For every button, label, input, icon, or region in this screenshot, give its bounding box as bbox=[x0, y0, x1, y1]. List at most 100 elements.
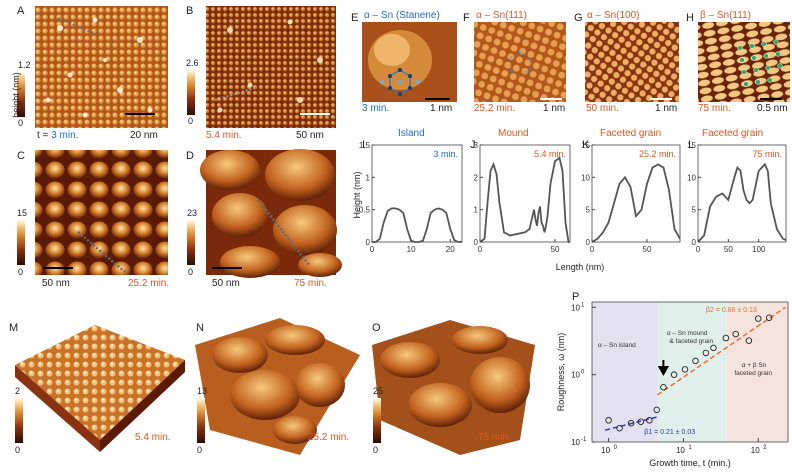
profile-title-J: Mound bbox=[498, 128, 529, 139]
profile-time-K: 25.2 min. bbox=[639, 149, 676, 159]
cbar-min-A: 0 bbox=[18, 118, 24, 128]
scale-label-G: 1 nm bbox=[655, 103, 678, 114]
fit-label-beta1: β1 = 0.21 ± 0.03 bbox=[644, 429, 695, 436]
cbar-min-B: 0 bbox=[188, 116, 194, 126]
stm-panel-G bbox=[585, 22, 679, 102]
profile-ylabel: Height (nm) bbox=[352, 171, 362, 218]
y-tick-label-J: 0 bbox=[474, 238, 479, 247]
data-point bbox=[765, 314, 773, 322]
stm-panel-F bbox=[474, 22, 566, 102]
y-tick-label-K: 0 bbox=[586, 238, 591, 247]
fit-label-beta2: β2 = 0.66 ± 0.13 bbox=[706, 307, 757, 314]
data-point bbox=[637, 418, 645, 425]
y-tick-label-I: 1 bbox=[366, 173, 371, 182]
panel-letter-P: P bbox=[572, 291, 579, 303]
y-tick-label-J: 3 bbox=[474, 141, 479, 150]
y-tick-label-P: 10 bbox=[571, 371, 580, 380]
cbar-min-D: 0 bbox=[188, 267, 194, 277]
data-point bbox=[681, 366, 689, 373]
x-tick-exp-P: 2 bbox=[763, 445, 767, 451]
afm-panel-B bbox=[206, 6, 336, 128]
profile-xlabel: Length (nm) bbox=[556, 262, 605, 272]
y-tick-label-L: 0 bbox=[692, 238, 697, 247]
time-label-B: 5.4 min. bbox=[206, 130, 242, 141]
time-label-G: 50 min. bbox=[586, 103, 619, 114]
y-tick-exp-P: 1 bbox=[581, 302, 585, 308]
region-label-3b: faceted grain bbox=[734, 370, 772, 377]
panel-letter-L: L bbox=[688, 139, 694, 151]
scale-label-A: 20 nm bbox=[130, 130, 158, 141]
cbar-max-A: 1.2 bbox=[18, 60, 31, 70]
profile-line-L bbox=[697, 162, 787, 243]
cbar-max-C: 15 bbox=[17, 208, 28, 218]
scale-label-B: 50 nm bbox=[296, 130, 324, 141]
y-tick-label-L: 10 bbox=[687, 173, 696, 182]
panel-letter-A: A bbox=[17, 5, 25, 17]
cbar-max-O: 25 bbox=[373, 386, 384, 396]
panel-letter-F: F bbox=[463, 12, 470, 24]
scale-label-D: 50 nm bbox=[212, 278, 240, 289]
data-point bbox=[732, 330, 739, 338]
panel-letter-E: E bbox=[351, 12, 359, 24]
x-tick-label-P: 10 bbox=[751, 446, 760, 455]
profile-title-L: Faceted grain bbox=[702, 128, 764, 139]
cbar-max-N: 13 bbox=[197, 386, 208, 396]
scale-label-E: 1 nm bbox=[430, 103, 453, 114]
x-tick-label-J: 50 bbox=[551, 245, 560, 254]
time-label-M: 5.4 min. bbox=[135, 432, 171, 443]
data-point bbox=[702, 349, 710, 357]
plot-frame bbox=[591, 301, 789, 443]
fit-line-beta2 bbox=[657, 306, 786, 396]
profile-plot-L: 0 50 100 0 5 10 15L 75 min. bbox=[687, 139, 787, 254]
x-tick-label-I: 0 bbox=[370, 245, 375, 254]
x-tick-label-K: 0 bbox=[590, 245, 595, 254]
x-tick-label-I: 20 bbox=[446, 245, 455, 254]
panel-letter-I: I bbox=[362, 139, 365, 151]
colorbar-A bbox=[17, 72, 25, 117]
time-label-D: 75 min. bbox=[294, 278, 327, 289]
profile-line-K bbox=[591, 163, 681, 243]
profile-title-I: Island bbox=[398, 128, 425, 139]
data-point bbox=[616, 425, 623, 432]
time-label-A: t = 3 min. bbox=[37, 130, 79, 141]
time-label-F: 25.2 min. bbox=[474, 103, 516, 114]
cbar-min-O: 0 bbox=[373, 445, 379, 455]
cbar-max-B: 2.6 bbox=[186, 58, 199, 68]
x-tick-exp-P: 1 bbox=[688, 445, 692, 451]
cbar-max-D: 23 bbox=[187, 208, 198, 218]
title-E: α – Sn (Stanene) bbox=[364, 10, 440, 21]
data-point bbox=[710, 344, 717, 352]
stm-panel-H bbox=[698, 22, 790, 102]
colorbar-C bbox=[17, 220, 25, 265]
region-label-3a: α + β Sn bbox=[742, 362, 767, 369]
afm-3d-panel-N bbox=[195, 318, 360, 455]
profile-plot-J: 0 50 0 1 2 3J 5.4 min. bbox=[470, 139, 571, 254]
scale-label-H: 0.5 nm bbox=[757, 103, 788, 114]
panel-letter-G: G bbox=[574, 12, 583, 24]
panel-letter-B: B bbox=[186, 5, 194, 17]
region-label-2b: & faceted grain bbox=[669, 338, 713, 345]
profile-frame-L bbox=[697, 144, 787, 243]
title-H: β – Sn(111) bbox=[700, 10, 751, 21]
colorbar-D bbox=[187, 220, 195, 265]
profile-time-J: 5.4 min. bbox=[534, 149, 566, 159]
panel-letter-J: J bbox=[470, 139, 476, 151]
time-label-C: 25.2 min. bbox=[128, 278, 170, 289]
profile-frame-K bbox=[591, 144, 681, 243]
x-tick-label-K: 50 bbox=[643, 245, 652, 254]
panel-letter-H: H bbox=[686, 12, 694, 24]
profile-plot-I: 0 10 20 0 0.5 1 1.5I 3 min. bbox=[359, 139, 463, 254]
y-tick-label-I: 0 bbox=[366, 238, 371, 247]
data-point bbox=[692, 357, 699, 365]
time-label-N: 25.2 min. bbox=[308, 432, 350, 443]
y-tick-exp-P: -1 bbox=[581, 437, 587, 443]
x-tick-label-I: 10 bbox=[407, 245, 416, 254]
y-tick-label-L: 5 bbox=[692, 206, 697, 215]
cbar-min-M: 0 bbox=[15, 445, 21, 455]
profile-plot-K: 0 50 0 5 10 15K 25.2 min. bbox=[581, 139, 681, 254]
profile-title-K: Faceted grain bbox=[600, 128, 662, 139]
data-point bbox=[745, 337, 753, 344]
x-tick-label-L: 0 bbox=[696, 245, 701, 254]
